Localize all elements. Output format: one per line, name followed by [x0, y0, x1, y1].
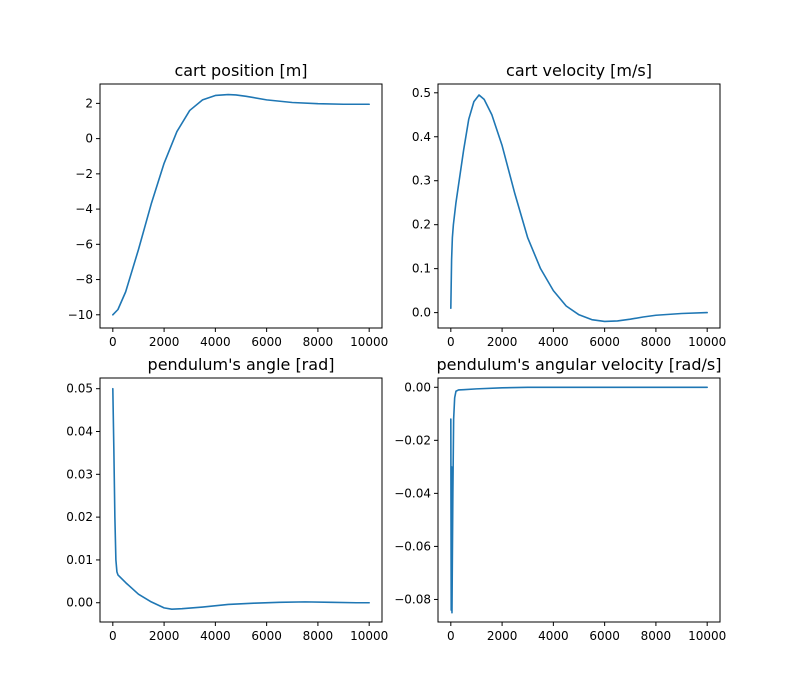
y-tick-label: 0.3 — [412, 174, 431, 188]
x-tick-label: 2000 — [149, 335, 180, 349]
x-tick-label: 6000 — [589, 629, 620, 643]
y-tick-label: 0.00 — [66, 596, 93, 610]
plot-frame — [437, 83, 721, 329]
y-tick-label: 0.5 — [412, 86, 431, 100]
x-tick-label: 0 — [447, 335, 455, 349]
x-tick-label: 2000 — [487, 629, 518, 643]
y-tick-label: 0.0 — [412, 306, 431, 320]
y-tick-label: 0.02 — [66, 510, 93, 524]
series-line — [450, 94, 708, 323]
plot-frame — [437, 377, 721, 623]
y-tick-label: 0.00 — [404, 380, 431, 394]
x-tick-label: 2000 — [487, 335, 518, 349]
y-tick-label: −4 — [75, 202, 93, 216]
chart-title: cart velocity [m/s] — [506, 61, 652, 80]
y-tick-label: 2 — [85, 96, 93, 110]
x-tick-label: 4000 — [538, 629, 569, 643]
y-tick-label: −10 — [68, 308, 93, 322]
y-tick-label: 0.05 — [66, 382, 93, 396]
subplot-cart-position: cart position [m] 0 2000 4000 6000 8000 10000 −… — [68, 61, 389, 349]
y-tick-label: −6 — [75, 237, 93, 251]
series-line — [112, 387, 370, 610]
chart-title: cart position [m] — [174, 61, 307, 80]
y-tick-label: 0.1 — [412, 262, 431, 276]
y-tick-label: −8 — [75, 273, 93, 287]
y-tick-label: 0.4 — [412, 130, 431, 144]
x-tick-label: 0 — [109, 629, 117, 643]
y-tick-label: −2 — [75, 167, 93, 181]
y-tick-label: 0 — [85, 132, 93, 146]
subplot-cart-velocity: cart velocity [m/s] 0 2000 4000 6000 8000 1000… — [412, 61, 726, 349]
x-tick-label: 10000 — [350, 335, 388, 349]
y-tick-label: 0.2 — [412, 218, 431, 232]
plot-frame — [99, 377, 383, 623]
x-tick-label: 10000 — [688, 629, 726, 643]
x-tick-label: 8000 — [303, 335, 334, 349]
subplot-pendulum-angle: pendulum's angle [rad] 0 2000 4000 6000 8000 1… — [66, 355, 388, 643]
x-tick-label: 8000 — [641, 629, 672, 643]
x-tick-label: 8000 — [641, 335, 672, 349]
x-tick-label: 4000 — [538, 335, 569, 349]
x-tick-label: 0 — [109, 335, 117, 349]
x-tick-label: 10000 — [688, 335, 726, 349]
y-tick-label: 0.04 — [66, 425, 93, 439]
y-tick-label: −0.08 — [394, 592, 431, 606]
x-tick-label: 10000 — [350, 629, 388, 643]
chart-title: pendulum's angular velocity [rad/s] — [437, 355, 722, 374]
x-tick-label: 8000 — [303, 629, 334, 643]
series-line — [112, 93, 370, 316]
y-tick-label: −0.06 — [394, 539, 431, 553]
subplot-pendulum-angular-velocity: pendulum's angular velocity [rad/s] 0 2000… — [394, 355, 726, 643]
x-tick-label: 4000 — [200, 335, 231, 349]
x-tick-label: 4000 — [200, 629, 231, 643]
x-tick-label: 0 — [447, 629, 455, 643]
chart-title: pendulum's angle [rad] — [148, 355, 335, 374]
x-tick-label: 6000 — [251, 629, 282, 643]
x-tick-label: 6000 — [589, 335, 620, 349]
x-tick-label: 6000 — [251, 335, 282, 349]
series-line — [450, 386, 708, 614]
y-tick-label: 0.01 — [66, 553, 93, 567]
y-tick-label: −0.04 — [394, 486, 431, 500]
x-tick-label: 2000 — [149, 629, 180, 643]
y-tick-label: −0.02 — [394, 433, 431, 447]
y-tick-label: 0.03 — [66, 467, 93, 481]
plot-frame — [99, 83, 383, 329]
